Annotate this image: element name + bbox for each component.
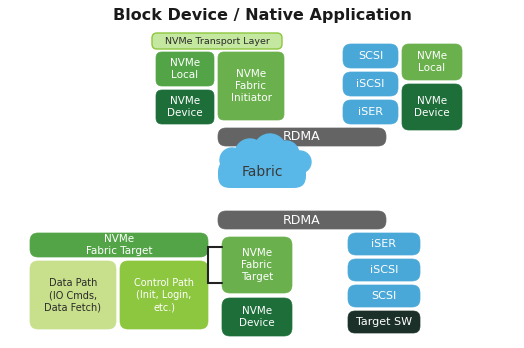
Text: iSER: iSER — [372, 239, 397, 249]
FancyBboxPatch shape — [348, 259, 420, 281]
Text: SCSI: SCSI — [372, 291, 397, 301]
FancyBboxPatch shape — [222, 237, 292, 293]
Circle shape — [254, 134, 286, 166]
Text: RDMA: RDMA — [283, 214, 321, 227]
Circle shape — [220, 148, 244, 172]
FancyBboxPatch shape — [343, 100, 398, 124]
FancyBboxPatch shape — [348, 233, 420, 255]
Text: iSER: iSER — [358, 107, 383, 117]
Text: NVMe Transport Layer: NVMe Transport Layer — [165, 37, 269, 46]
FancyBboxPatch shape — [222, 298, 292, 336]
FancyBboxPatch shape — [30, 261, 116, 329]
FancyBboxPatch shape — [218, 160, 306, 188]
Text: Control Path
(Init, Login,
etc.): Control Path (Init, Login, etc.) — [134, 278, 194, 313]
Text: NVMe
Local: NVMe Local — [170, 58, 200, 80]
Text: Data Path
(IO Cmds,
Data Fetch): Data Path (IO Cmds, Data Fetch) — [45, 278, 102, 313]
FancyBboxPatch shape — [218, 128, 386, 146]
FancyBboxPatch shape — [120, 261, 208, 329]
Text: NVMe
Fabric Target: NVMe Fabric Target — [86, 234, 152, 256]
FancyBboxPatch shape — [343, 44, 398, 68]
Circle shape — [273, 141, 299, 167]
Text: Fabric: Fabric — [241, 165, 283, 179]
Text: Block Device / Native Application: Block Device / Native Application — [113, 8, 411, 23]
FancyBboxPatch shape — [156, 90, 214, 124]
FancyBboxPatch shape — [218, 211, 386, 229]
Text: NVMe
Device: NVMe Device — [414, 96, 450, 118]
Text: NVMe
Device: NVMe Device — [239, 306, 275, 328]
FancyBboxPatch shape — [30, 233, 208, 257]
Text: SCSI: SCSI — [358, 51, 383, 61]
Text: Target SW: Target SW — [356, 317, 412, 327]
FancyBboxPatch shape — [152, 33, 282, 49]
FancyBboxPatch shape — [402, 44, 462, 80]
FancyBboxPatch shape — [402, 84, 462, 130]
FancyBboxPatch shape — [348, 311, 420, 333]
Text: NVMe
Fabric
Target: NVMe Fabric Target — [241, 247, 273, 282]
Circle shape — [289, 151, 311, 173]
Text: iSCSI: iSCSI — [370, 265, 398, 275]
Circle shape — [235, 139, 265, 169]
FancyBboxPatch shape — [348, 285, 420, 307]
FancyBboxPatch shape — [218, 52, 284, 120]
FancyBboxPatch shape — [156, 52, 214, 86]
Text: NVMe
Fabric
Initiator: NVMe Fabric Initiator — [231, 69, 271, 103]
Text: NVMe
Local: NVMe Local — [417, 51, 447, 73]
FancyBboxPatch shape — [343, 72, 398, 96]
Text: RDMA: RDMA — [283, 130, 321, 143]
Text: NVMe
Device: NVMe Device — [167, 96, 203, 118]
Text: iSCSI: iSCSI — [356, 79, 385, 89]
